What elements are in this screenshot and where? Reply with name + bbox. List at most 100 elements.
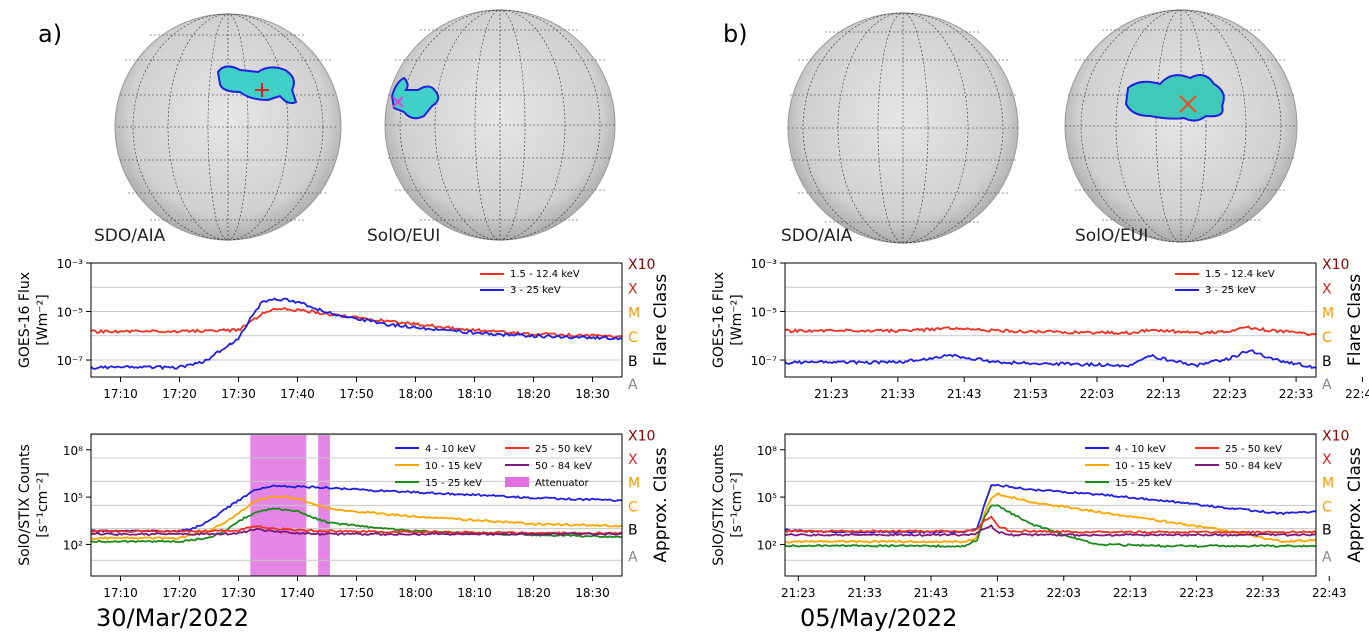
series-line-50-84-keV <box>90 527 623 537</box>
class-label-A: A <box>628 549 638 565</box>
class-label-B: B <box>1322 523 1332 539</box>
y-axis-label: GOES-16 Flux <box>17 272 33 368</box>
legend: 4 - 10 keV 25 - 50 keV 10 - 15 keV 50 - 84 … <box>1085 444 1282 489</box>
goes-flux-chart-a: 10⁻³ 10⁻⁵ 10⁻⁷ 17:10 17:20 17:30 17:40 17:50 18:… <box>17 257 671 401</box>
legend-label: 50 - 84 keV <box>1225 461 1282 472</box>
x-tick-label: 22:43 <box>1345 387 1369 401</box>
class-label-X: X <box>628 452 638 468</box>
series-line-25-50-keV <box>784 515 1317 535</box>
x-tick-label: 22:23 <box>1212 387 1247 401</box>
legend-label: 4 - 10 keV <box>1115 444 1166 455</box>
series-line-1-5-12-4-keV <box>784 325 1317 337</box>
x-tick-label: 21:43 <box>914 586 949 600</box>
legend-label: Attenuator <box>535 478 590 489</box>
series-line-4-10-keV <box>784 483 1317 535</box>
y-axis-unit: [s⁻¹cm⁻²] <box>35 472 51 538</box>
legend-label: 10 - 15 keV <box>425 461 482 472</box>
x-tick-label: 21:43 <box>947 387 982 401</box>
stix-counts-chart-a: 10⁸ 10⁵ 10² 17:10 17:20 17:30 17:40 17:50 18:00 1… <box>17 429 671 600</box>
class-label-X10: X10 <box>1322 429 1349 445</box>
class-label-A: A <box>1322 549 1332 565</box>
y-axis-label: SolO/STIX Counts <box>711 444 727 566</box>
y-tick-label: 10² <box>63 538 83 552</box>
x-tick-label: 18:30 <box>575 387 610 401</box>
class-label-A: A <box>1322 377 1332 393</box>
x-tick-label: 21:33 <box>881 387 916 401</box>
x-tick-label: 17:10 <box>103 586 138 600</box>
class-label-B: B <box>628 523 638 539</box>
class-label-C: C <box>1322 330 1332 346</box>
legend: 1.5 - 12.4 keV 3 - 25 keV <box>480 269 580 296</box>
x-tick-label: 21:23 <box>814 387 849 401</box>
y-axis-label: SolO/STIX Counts <box>17 444 33 566</box>
class-label-M: M <box>1322 306 1334 322</box>
plot-frame <box>784 433 1317 577</box>
x-tick-label: 18:10 <box>457 387 492 401</box>
x-tick-label: 21:53 <box>1013 387 1048 401</box>
x-tick-label: 22:23 <box>1179 586 1214 600</box>
date-label-a: 30/Mar/2022 <box>96 604 249 632</box>
y-axis-unit: [Wm⁻²] <box>35 294 51 345</box>
x-tick-label: 22:13 <box>1113 586 1148 600</box>
class-label-X10: X10 <box>1322 257 1349 273</box>
x-tick-label: 21:33 <box>847 586 882 600</box>
series-line-15-25-keV <box>784 504 1317 548</box>
x-tick-label: 17:50 <box>339 586 374 600</box>
x-tick-label: 21:23 <box>781 586 816 600</box>
legend-label: 25 - 50 keV <box>1225 444 1282 455</box>
class-label-X: X <box>1322 452 1332 468</box>
class-label-M: M <box>1322 475 1334 491</box>
legend-label: 3 - 25 keV <box>510 285 561 296</box>
series-line-10-15-keV <box>90 495 623 541</box>
x-tick-label: 18:20 <box>516 387 551 401</box>
x-tick-label: 18:20 <box>516 586 551 600</box>
class-label-M: M <box>628 306 640 322</box>
plot-frame <box>784 262 1317 378</box>
legend-label: 15 - 25 keV <box>1115 478 1172 489</box>
goes-flux-chart-b: 10⁻³ 10⁻⁵ 10⁻⁷ 21:23 21:33 21:43 21:53 22:03 22:… <box>711 257 1369 401</box>
image-label-b-aia: SDO/AIA <box>781 226 853 246</box>
x-tick-label: 21:53 <box>980 586 1015 600</box>
legend-label: 15 - 25 keV <box>425 478 482 489</box>
y-tick-label: 10⁻⁷ <box>751 354 778 368</box>
class-label-X: X <box>1322 281 1332 297</box>
y-tick-label: 10⁵ <box>757 491 777 505</box>
image-label-a-eui: SolO/EUI <box>367 226 440 246</box>
class-label-B: B <box>1322 354 1332 370</box>
x-tick-label: 22:33 <box>1279 387 1314 401</box>
solar-image-a-aia <box>114 13 342 241</box>
series-line-50-84-keV <box>784 524 1317 537</box>
legend-label: 1.5 - 12.4 keV <box>1205 269 1275 280</box>
legend: 4 - 10 keV 25 - 50 keV 10 - 15 keV 50 - 84 … <box>395 444 592 489</box>
y-tick-label: 10⁻⁵ <box>57 306 84 320</box>
series-line-10-15-keV <box>784 492 1317 544</box>
x-tick-label: 22:13 <box>1146 387 1181 401</box>
right-axis-label: Flare Class <box>1345 274 1365 366</box>
x-tick-label: 17:40 <box>280 586 315 600</box>
series-line-3-25-keV <box>784 349 1317 370</box>
legend-label: 3 - 25 keV <box>1205 285 1256 296</box>
legend-label: 4 - 10 keV <box>425 444 476 455</box>
date-label-b: 05/May/2022 <box>800 604 957 632</box>
y-tick-label: 10⁻³ <box>57 257 84 271</box>
solar-image-b-eui <box>1064 9 1298 243</box>
legend-label: 25 - 50 keV <box>535 444 592 455</box>
y-axis-unit: [s⁻¹cm⁻²] <box>729 472 745 538</box>
y-tick-label: 10⁸ <box>757 444 777 458</box>
x-tick-label: 22:33 <box>1246 586 1281 600</box>
x-tick-label: 17:10 <box>103 387 138 401</box>
right-axis-label: Flare Class <box>651 274 671 366</box>
legend-label: 1.5 - 12.4 keV <box>510 269 580 280</box>
right-axis-label: Approx. Class <box>1345 447 1365 562</box>
y-tick-label: 10⁸ <box>63 444 83 458</box>
class-label-C: C <box>628 330 638 346</box>
y-axis-label: GOES-16 Flux <box>711 272 727 368</box>
x-tick-label: 22:43 <box>1312 586 1347 600</box>
x-tick-label: 17:30 <box>221 387 256 401</box>
legend: 1.5 - 12.4 keV 3 - 25 keV <box>1175 269 1275 296</box>
series-line-25-50-keV <box>90 525 623 536</box>
legend-label: 10 - 15 keV <box>1115 461 1172 472</box>
x-tick-label: 18:00 <box>398 387 433 401</box>
image-label-b-eui: SolO/EUI <box>1075 226 1148 246</box>
